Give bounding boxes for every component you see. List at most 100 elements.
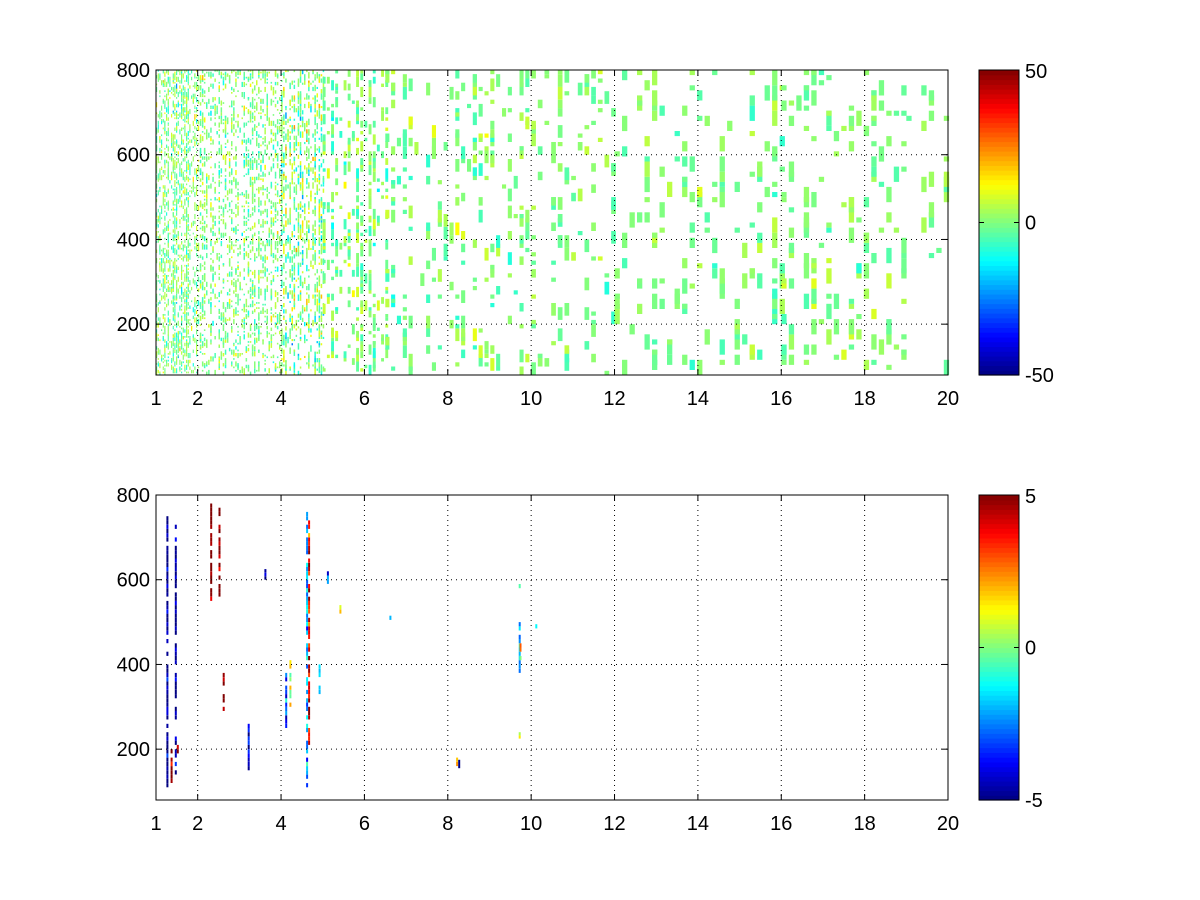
heatmap-cell xyxy=(385,242,389,250)
heatmap-cell xyxy=(274,90,277,94)
heatmap-cell xyxy=(210,330,212,336)
heatmap-cell xyxy=(274,241,277,247)
heatmap-cell xyxy=(189,190,191,192)
heatmap-cell xyxy=(811,70,817,76)
heatmap-cell xyxy=(245,308,248,313)
heatmap-cell xyxy=(283,339,285,346)
heatmap-cell xyxy=(171,208,173,211)
heatmap-cell xyxy=(251,300,254,304)
heatmap-cell xyxy=(318,330,321,337)
heatmap-cell xyxy=(166,528,169,534)
heatmap-cell xyxy=(256,302,258,304)
heatmap-cell xyxy=(364,229,368,233)
heatmap-cell xyxy=(174,736,177,741)
heatmap-cell xyxy=(299,292,302,295)
heatmap-cell xyxy=(293,286,296,293)
heatmap-cell xyxy=(886,186,892,203)
heatmap-cell xyxy=(162,288,164,292)
heatmap-cell xyxy=(172,134,174,137)
heatmap-cell xyxy=(266,93,268,99)
heatmap-cell xyxy=(274,97,277,99)
heatmap-cell xyxy=(210,198,212,201)
heatmap-cell xyxy=(243,73,245,76)
heatmap-cell xyxy=(335,266,339,270)
heatmap-cell xyxy=(314,133,316,136)
heatmap-cell xyxy=(279,239,281,245)
heatmap-cell xyxy=(564,167,570,181)
heatmap-cell xyxy=(184,329,186,333)
heatmap-cell xyxy=(222,681,225,686)
heatmap-cell xyxy=(258,251,260,257)
heatmap-cell xyxy=(235,232,237,235)
heatmap-cell xyxy=(233,124,235,130)
heatmap-cell xyxy=(749,268,755,274)
heatmap-cell xyxy=(314,258,316,265)
heatmap-cell xyxy=(226,337,229,343)
heatmap-cell xyxy=(781,314,787,325)
heatmap-cell xyxy=(293,169,296,172)
heatmap-cell xyxy=(182,281,184,286)
heatmap-cell xyxy=(161,114,163,116)
heatmap-cell xyxy=(276,163,279,165)
heatmap-cell xyxy=(878,227,885,233)
heatmap-cell xyxy=(525,78,530,87)
heatmap-cell xyxy=(306,600,309,606)
heatmap-cell xyxy=(326,76,330,84)
heatmap-cell xyxy=(174,575,177,580)
heatmap-cell xyxy=(177,254,179,257)
heatmap-cell xyxy=(167,220,169,225)
heatmap-cell xyxy=(192,220,194,226)
heatmap-cell xyxy=(249,258,252,260)
heatmap-cell xyxy=(241,308,243,311)
heatmap-cell xyxy=(187,280,189,282)
heatmap-cell xyxy=(166,537,169,542)
heatmap-cell xyxy=(285,322,287,325)
colorbar-swatch xyxy=(979,552,1019,558)
heatmap-cell xyxy=(266,115,268,121)
heatmap-cell xyxy=(174,247,176,252)
heatmap-cell xyxy=(203,329,206,331)
heatmap-cell xyxy=(210,258,212,260)
heatmap-cell xyxy=(231,305,233,308)
heatmap-cell xyxy=(316,190,318,195)
heatmap-cell xyxy=(218,90,220,92)
heatmap-cell xyxy=(174,127,176,131)
heatmap-cell xyxy=(264,254,266,260)
heatmap-cell xyxy=(157,178,159,182)
heatmap-cell xyxy=(196,151,198,153)
heatmap-cell xyxy=(848,303,855,309)
heatmap-cell xyxy=(235,244,237,247)
heatmap-cell xyxy=(283,309,285,314)
heatmap-cell xyxy=(279,173,281,179)
heatmap-cell xyxy=(285,258,287,263)
heatmap-cell xyxy=(318,317,321,322)
heatmap-cell xyxy=(208,98,210,104)
heatmap-cell xyxy=(182,158,184,162)
heatmap-cell xyxy=(247,761,250,767)
heatmap-cell xyxy=(226,319,229,321)
heatmap-cell xyxy=(372,97,376,108)
heatmap-cell xyxy=(162,314,164,320)
heatmap-cell xyxy=(772,314,778,320)
heatmap-cell xyxy=(391,180,396,189)
heatmap-cell xyxy=(258,278,260,284)
heatmap-cell xyxy=(214,78,216,82)
colorbar-swatch xyxy=(979,604,1019,610)
heatmap-cell xyxy=(531,235,536,240)
heatmap-cell xyxy=(174,314,176,320)
heatmap-cell xyxy=(285,698,288,703)
heatmap-cell xyxy=(281,368,283,372)
heatmap-cell xyxy=(443,256,448,261)
heatmap-cell xyxy=(212,224,214,230)
heatmap-cell xyxy=(314,156,316,161)
heatmap-cell xyxy=(283,349,285,356)
heatmap-cell xyxy=(314,137,316,140)
heatmap-cell xyxy=(177,290,179,292)
colorbar-swatch xyxy=(979,298,1019,305)
heatmap-cell xyxy=(258,307,260,309)
heatmap-cell xyxy=(243,330,245,333)
heatmap-cell xyxy=(186,354,188,357)
heatmap-cell xyxy=(243,317,245,320)
heatmap-cell xyxy=(886,364,892,370)
